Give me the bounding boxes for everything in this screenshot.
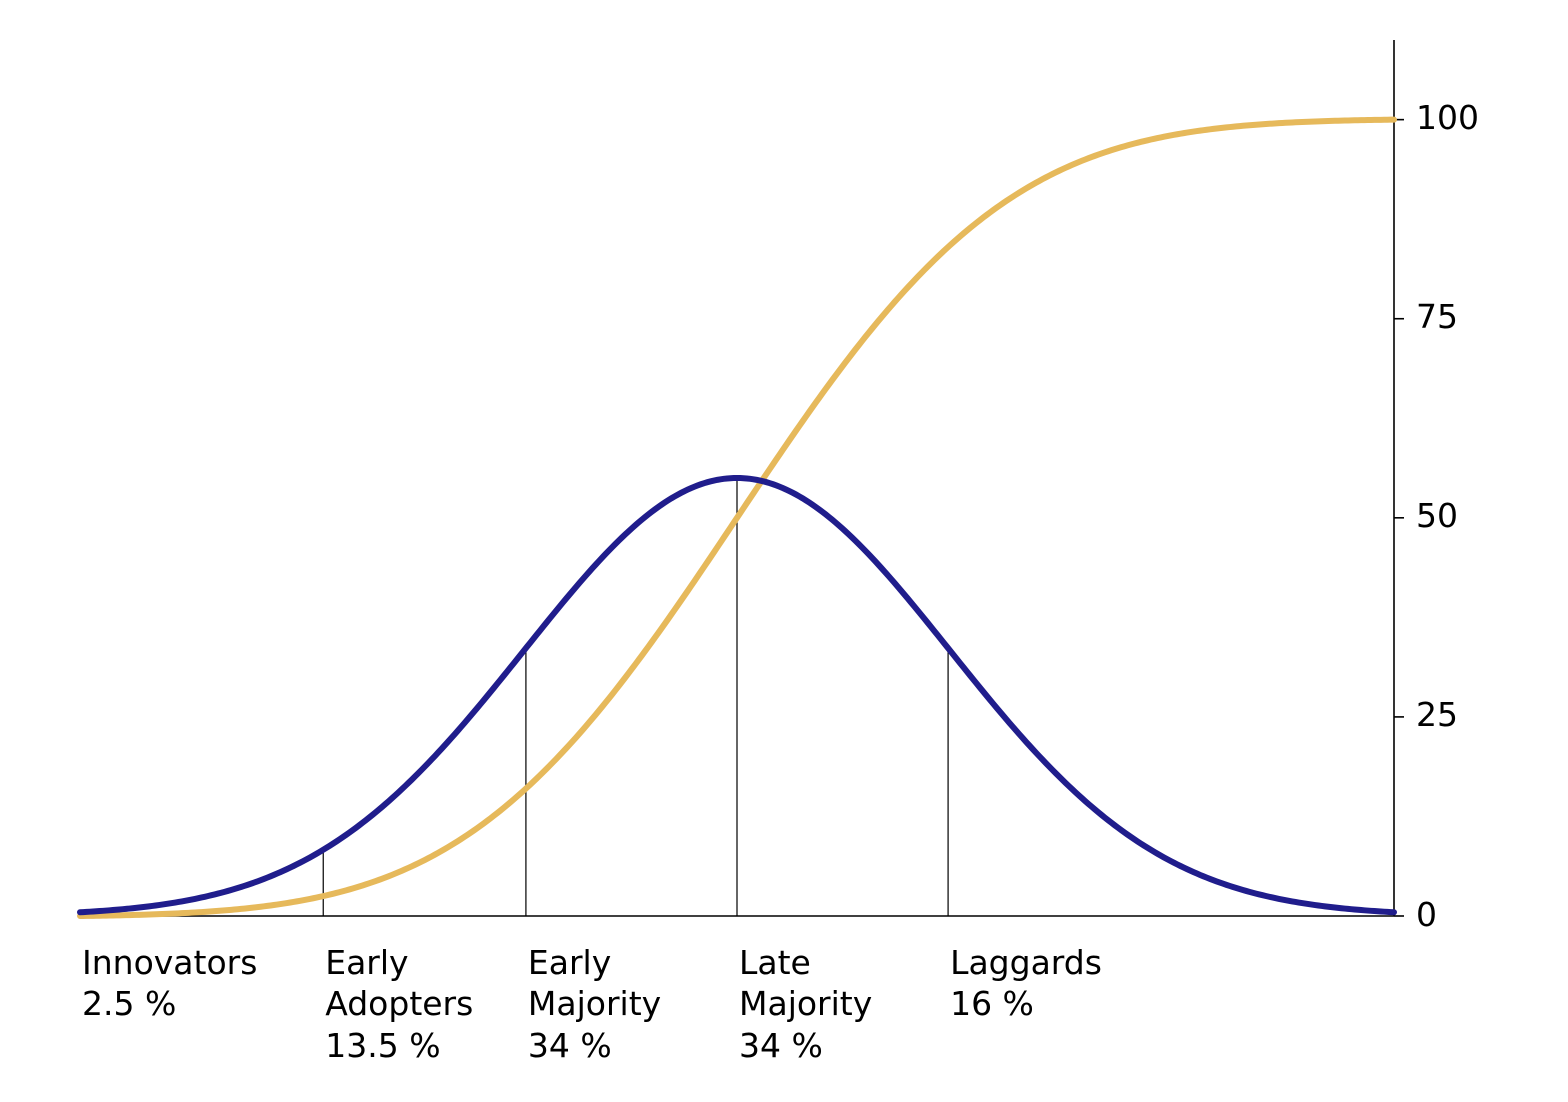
y-tick-label: 75: [1416, 297, 1458, 336]
segment-label: Early Majority 34 %: [528, 942, 661, 1066]
y-tick-label: 50: [1416, 496, 1458, 535]
y-tick-label: 25: [1416, 695, 1458, 734]
y-tick-label: 100: [1416, 98, 1479, 137]
segment-label: Innovators 2.5 %: [82, 942, 257, 1025]
segment-label: Late Majority 34 %: [739, 942, 872, 1066]
y-tick-label: 0: [1416, 895, 1437, 934]
segment-label: Laggards 16 %: [950, 942, 1102, 1025]
segment-label: Early Adopters 13.5 %: [325, 942, 473, 1066]
chart-svg: [0, 0, 1568, 1102]
diffusion-of-innovation-chart: Innovators 2.5 % Early Adopters 13.5 % Ear…: [0, 0, 1568, 1102]
